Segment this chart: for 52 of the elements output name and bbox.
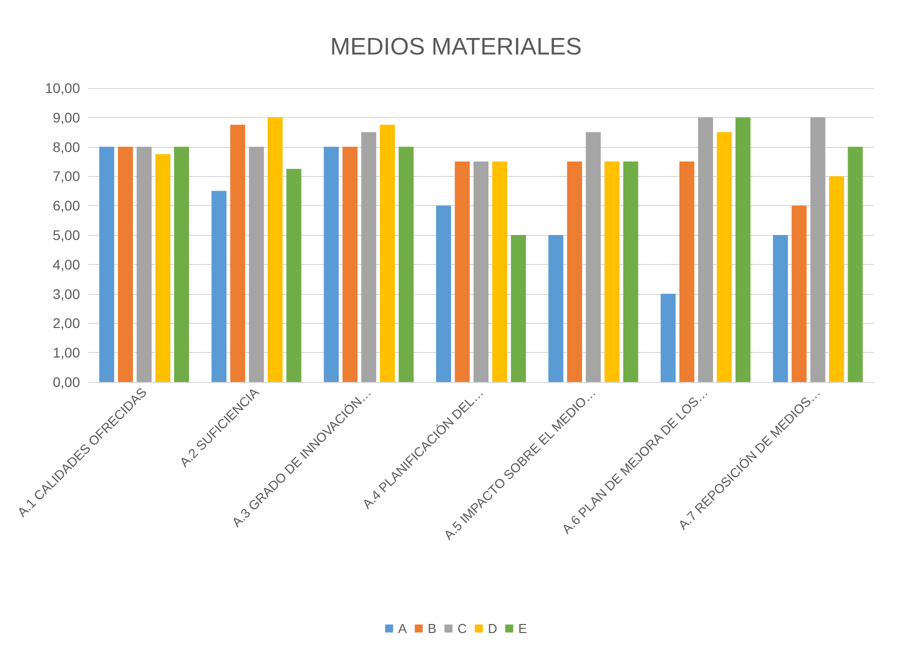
bar xyxy=(510,235,526,382)
bar xyxy=(361,132,376,382)
y-tick-label: 6,00 xyxy=(52,198,80,214)
bar xyxy=(398,146,414,382)
bar xyxy=(716,132,732,382)
y-tick-label: 3,00 xyxy=(52,286,80,302)
bar xyxy=(492,162,508,382)
bar xyxy=(136,146,152,382)
chart-title: MEDIOS MATERIALES xyxy=(330,34,582,60)
y-tick-label: 8,00 xyxy=(52,138,80,155)
bar xyxy=(286,168,302,382)
bar xyxy=(679,162,694,382)
bar xyxy=(792,206,807,382)
bar xyxy=(736,117,750,382)
bar xyxy=(99,146,114,382)
bar xyxy=(436,206,452,382)
bar xyxy=(324,146,339,382)
bar xyxy=(848,146,863,382)
bar xyxy=(623,162,638,382)
bar xyxy=(474,162,488,382)
bar xyxy=(586,132,601,382)
legend-label: B xyxy=(428,621,436,636)
bar xyxy=(567,162,582,382)
bar xyxy=(660,294,676,382)
legend-label: C xyxy=(457,621,467,636)
bar xyxy=(268,117,283,382)
bar xyxy=(604,162,620,382)
y-tick-label: 4,00 xyxy=(52,256,80,272)
bar xyxy=(380,124,395,382)
y-tick-label: 1,00 xyxy=(52,344,80,361)
bar xyxy=(118,146,133,382)
legend-label: E xyxy=(518,621,528,636)
bar xyxy=(548,235,564,382)
y-tick-label: 9,00 xyxy=(52,109,80,126)
legend-label: D xyxy=(488,621,498,636)
bar xyxy=(342,146,358,382)
y-tick-label: 5,00 xyxy=(52,227,80,243)
bar xyxy=(698,117,714,382)
bar xyxy=(772,235,788,382)
y-tick-label: 2,00 xyxy=(52,315,80,332)
bar xyxy=(230,124,246,382)
bar xyxy=(212,190,226,382)
y-tick-label: 0,00 xyxy=(52,374,80,390)
legend-label: A xyxy=(398,621,408,636)
bar xyxy=(810,117,826,382)
bar xyxy=(248,146,264,382)
y-tick-label: 7,00 xyxy=(52,168,80,184)
y-tick-label: 10,00 xyxy=(44,80,80,96)
bar xyxy=(155,154,170,382)
bar xyxy=(174,146,190,382)
bar xyxy=(829,176,844,382)
bar xyxy=(454,162,470,382)
